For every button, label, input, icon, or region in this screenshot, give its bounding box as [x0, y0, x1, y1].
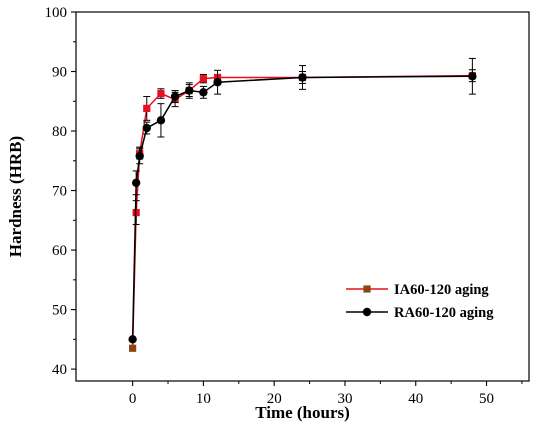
x-tick-label: 0 [129, 391, 137, 407]
x-tick-label: 20 [267, 391, 282, 407]
data-point [129, 344, 137, 352]
data-point [199, 75, 208, 83]
y-axis-ticks: 40 50 60 70 80 90 100 [45, 5, 76, 378]
x-tick-label: 40 [408, 391, 423, 407]
data-point [170, 92, 180, 101]
series-line [131, 75, 473, 340]
plot-frame [75, 11, 530, 382]
x-axis-ticks: 0 10 20 30 40 50 [129, 381, 523, 407]
data-point [199, 88, 208, 97]
legend-marker-ra60 [362, 307, 372, 317]
y-tick-label: 50 [52, 303, 67, 319]
legend-label-ia60: IA60-120 aging [394, 282, 489, 298]
data-point [156, 116, 166, 125]
data-point [142, 123, 151, 133]
y-tick-label: 100 [45, 5, 68, 21]
x-tick-label: 10 [196, 391, 211, 407]
series-layer [128, 57, 477, 352]
data-point [185, 86, 194, 95]
data-point [298, 73, 307, 82]
x-tick-label: 50 [479, 391, 494, 407]
data-point [157, 89, 165, 98]
data-point [131, 178, 141, 188]
y-tick-label: 80 [52, 124, 67, 140]
legend-label-ra60: RA60-120 aging [394, 305, 494, 321]
legend: IA60-120 aging RA60-120 aging [346, 282, 494, 321]
y-tick-label: 90 [52, 65, 67, 81]
legend-marker-ia60 [363, 285, 371, 293]
data-point [135, 151, 144, 161]
x-tick-label: 30 [337, 391, 352, 407]
x-axis-title: Time (hours) [255, 403, 350, 422]
y-tick-label: 70 [52, 184, 67, 200]
series-ra60 [128, 57, 477, 344]
data-point [128, 335, 137, 344]
data-point [468, 72, 477, 81]
y-tick-label: 60 [52, 243, 67, 259]
data-point [213, 78, 222, 87]
y-axis-title: Hardness (HRB) [6, 136, 25, 257]
data-point [143, 104, 151, 113]
plot-border [75, 11, 530, 382]
y-tick-label: 40 [52, 362, 67, 378]
